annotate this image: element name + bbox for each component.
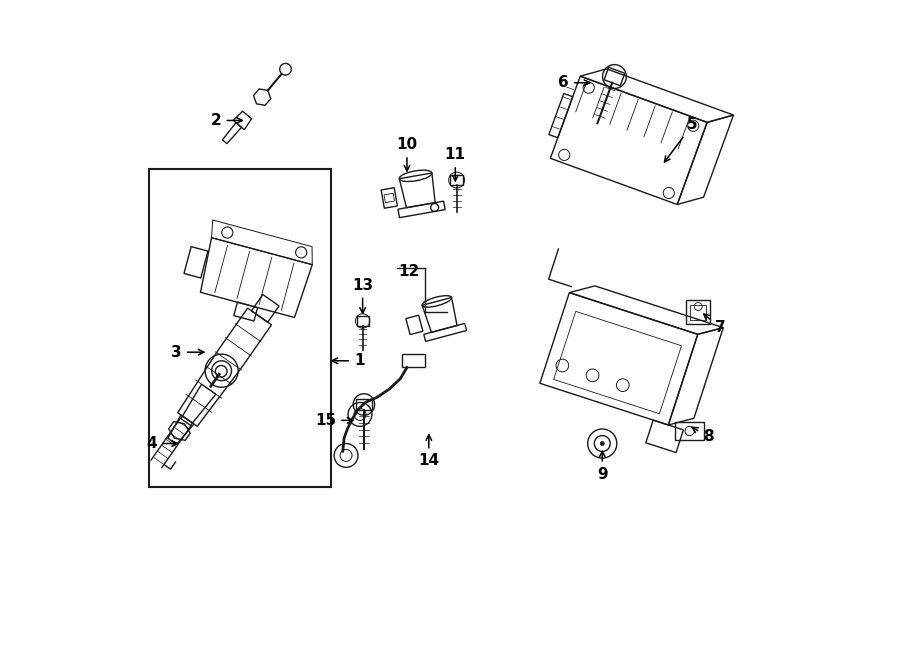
Text: 9: 9 [597, 451, 608, 482]
Circle shape [600, 442, 604, 446]
Text: 3: 3 [171, 345, 204, 359]
Text: 2: 2 [211, 113, 242, 128]
Text: 13: 13 [352, 277, 374, 313]
Text: 8: 8 [692, 427, 714, 444]
Text: 1: 1 [332, 354, 365, 368]
Text: 4: 4 [147, 436, 177, 451]
Circle shape [280, 64, 292, 75]
Text: 10: 10 [396, 137, 418, 171]
Text: 6: 6 [558, 75, 590, 90]
Text: 14: 14 [418, 435, 439, 469]
Text: 11: 11 [445, 147, 466, 181]
Bar [148, 169, 331, 487]
Text: 5: 5 [664, 117, 698, 162]
Text: 7: 7 [704, 314, 725, 335]
Circle shape [215, 365, 227, 377]
Text: 15: 15 [315, 413, 353, 428]
Text: 12: 12 [399, 264, 419, 279]
